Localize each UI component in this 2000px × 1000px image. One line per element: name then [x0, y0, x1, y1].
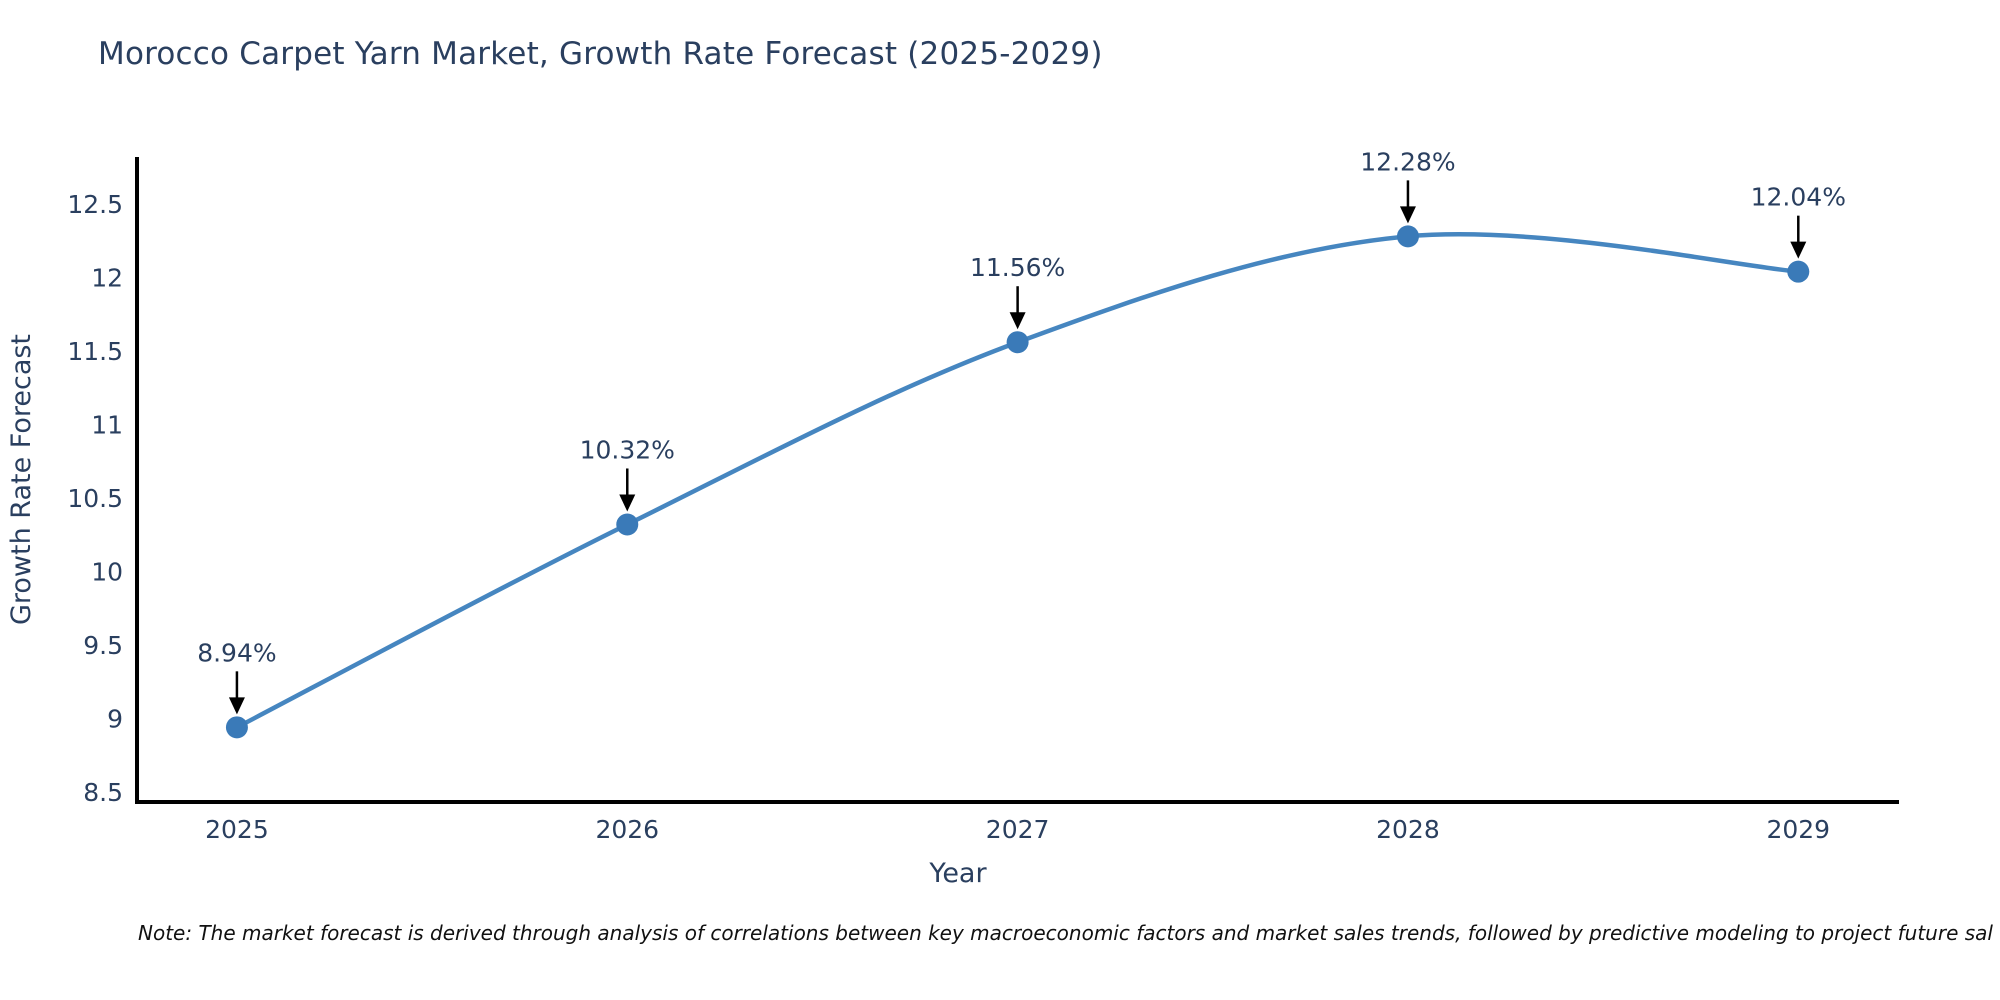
data-point-label: 12.04% — [1751, 183, 1846, 212]
x-tick-label: 2026 — [595, 815, 659, 844]
y-tick-label: 9 — [107, 705, 123, 734]
data-point-label: 11.56% — [970, 253, 1065, 282]
y-tick-label: 10 — [91, 558, 123, 587]
annotation-arrowhead — [1399, 206, 1416, 224]
data-point-marker — [1006, 331, 1029, 354]
annotation-arrowhead — [1009, 312, 1026, 330]
footnote: Note: The market forecast is derived thr… — [138, 921, 1993, 945]
x-tick-label: 2029 — [1766, 815, 1830, 844]
x-tick-label: 2025 — [205, 815, 269, 844]
y-tick-label: 12 — [91, 264, 123, 293]
annotation-arrowhead — [1790, 241, 1807, 259]
y-tick-label: 9.5 — [83, 631, 123, 660]
data-point-label: 12.28% — [1360, 147, 1455, 176]
data-point-marker — [225, 716, 248, 739]
x-tick-label: 2028 — [1376, 815, 1440, 844]
data-point-marker — [616, 513, 639, 536]
chart-title: Morocco Carpet Yarn Market, Growth Rate … — [98, 36, 1103, 72]
data-point-label: 10.32% — [580, 435, 675, 464]
x-tick-label: 2027 — [986, 815, 1050, 844]
y-tick-label: 12.5 — [67, 190, 123, 219]
y-tick-label: 11 — [91, 411, 123, 440]
y-tick-label: 10.5 — [67, 484, 123, 513]
data-point-marker — [1396, 225, 1419, 248]
data-point-label: 8.94% — [197, 638, 276, 667]
y-tick-label: 8.5 — [83, 778, 123, 807]
y-tick-label: 11.5 — [67, 337, 123, 366]
annotation-arrowhead — [228, 697, 245, 715]
x-axis-title: Year — [928, 858, 987, 889]
annotation-arrowhead — [619, 494, 636, 512]
y-axis-title: Growth Rate Forecast — [6, 334, 37, 625]
data-point-marker — [1787, 260, 1810, 283]
